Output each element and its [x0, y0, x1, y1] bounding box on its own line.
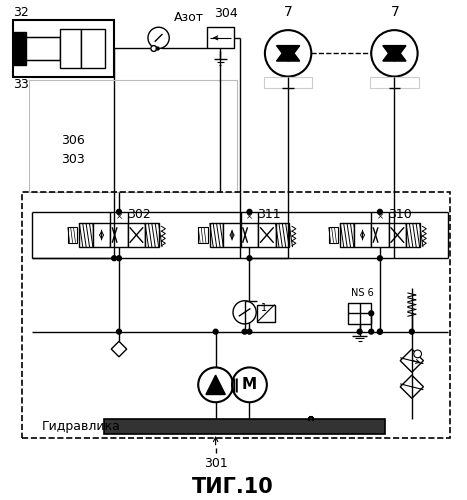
Circle shape — [371, 30, 417, 76]
Bar — [257, 304, 275, 322]
Circle shape — [151, 46, 156, 52]
Bar — [329, 228, 339, 243]
Polygon shape — [383, 46, 406, 61]
Bar — [406, 224, 419, 246]
Text: 302: 302 — [127, 208, 150, 221]
Text: 301: 301 — [204, 458, 227, 470]
Circle shape — [213, 330, 218, 334]
Bar — [22, 192, 451, 438]
Circle shape — [242, 330, 247, 334]
Bar — [340, 224, 354, 246]
Text: Гидравлика: Гидравлика — [42, 420, 120, 433]
Bar — [145, 224, 159, 246]
Bar — [110, 224, 127, 246]
Bar — [389, 224, 406, 246]
Circle shape — [112, 256, 117, 260]
Bar — [127, 224, 145, 246]
Circle shape — [117, 210, 121, 214]
Circle shape — [232, 368, 267, 402]
Bar — [348, 302, 371, 324]
Circle shape — [410, 330, 414, 334]
Bar — [60, 29, 81, 68]
Text: 303: 303 — [61, 153, 85, 166]
Text: ΤИГ.10: ΤИГ.10 — [192, 476, 274, 496]
Bar — [79, 224, 93, 246]
Text: 33: 33 — [13, 78, 28, 92]
Bar — [276, 224, 289, 246]
Circle shape — [247, 330, 252, 334]
Circle shape — [377, 330, 382, 334]
Bar — [13, 20, 114, 76]
Polygon shape — [276, 46, 300, 61]
Polygon shape — [400, 375, 424, 398]
Bar — [354, 224, 371, 246]
Circle shape — [369, 311, 374, 316]
Bar — [81, 29, 106, 68]
Circle shape — [265, 30, 311, 76]
Polygon shape — [276, 46, 300, 61]
Text: М: М — [242, 378, 257, 392]
Text: 1: 1 — [261, 304, 267, 314]
Circle shape — [233, 300, 256, 324]
Text: Азот: Азот — [174, 12, 204, 24]
Circle shape — [414, 350, 422, 358]
Text: 7: 7 — [390, 4, 399, 18]
Circle shape — [117, 330, 121, 334]
Bar — [29, 80, 237, 192]
Bar — [105, 418, 385, 434]
Polygon shape — [383, 46, 406, 61]
Bar — [241, 224, 258, 246]
Circle shape — [377, 330, 382, 334]
Circle shape — [148, 27, 169, 48]
Text: ×: × — [376, 212, 383, 222]
Bar — [264, 76, 312, 88]
Bar — [370, 76, 418, 88]
Bar — [207, 27, 234, 48]
Bar — [26, 37, 60, 60]
Circle shape — [357, 330, 362, 334]
Text: ×: × — [246, 212, 253, 222]
Text: 311: 311 — [257, 208, 281, 221]
Circle shape — [198, 368, 233, 402]
Circle shape — [369, 330, 374, 334]
Text: 304: 304 — [214, 8, 237, 20]
Polygon shape — [206, 375, 225, 394]
Text: NS 6: NS 6 — [351, 288, 374, 298]
Polygon shape — [111, 342, 127, 357]
Bar — [93, 224, 110, 246]
Bar — [68, 228, 78, 243]
Polygon shape — [400, 349, 424, 372]
Circle shape — [117, 256, 121, 260]
Circle shape — [156, 47, 159, 50]
Text: 32: 32 — [13, 6, 28, 18]
Bar — [258, 224, 276, 246]
Bar — [210, 224, 223, 246]
Circle shape — [377, 256, 382, 260]
Bar — [13, 32, 26, 65]
Bar — [223, 224, 241, 246]
Text: 306: 306 — [61, 134, 85, 146]
Text: 310: 310 — [388, 208, 411, 221]
Circle shape — [247, 256, 252, 260]
Text: 7: 7 — [284, 4, 293, 18]
Bar — [198, 228, 208, 243]
Circle shape — [377, 210, 382, 214]
Circle shape — [247, 210, 252, 214]
Bar — [371, 224, 389, 246]
Text: ×: × — [115, 212, 122, 222]
